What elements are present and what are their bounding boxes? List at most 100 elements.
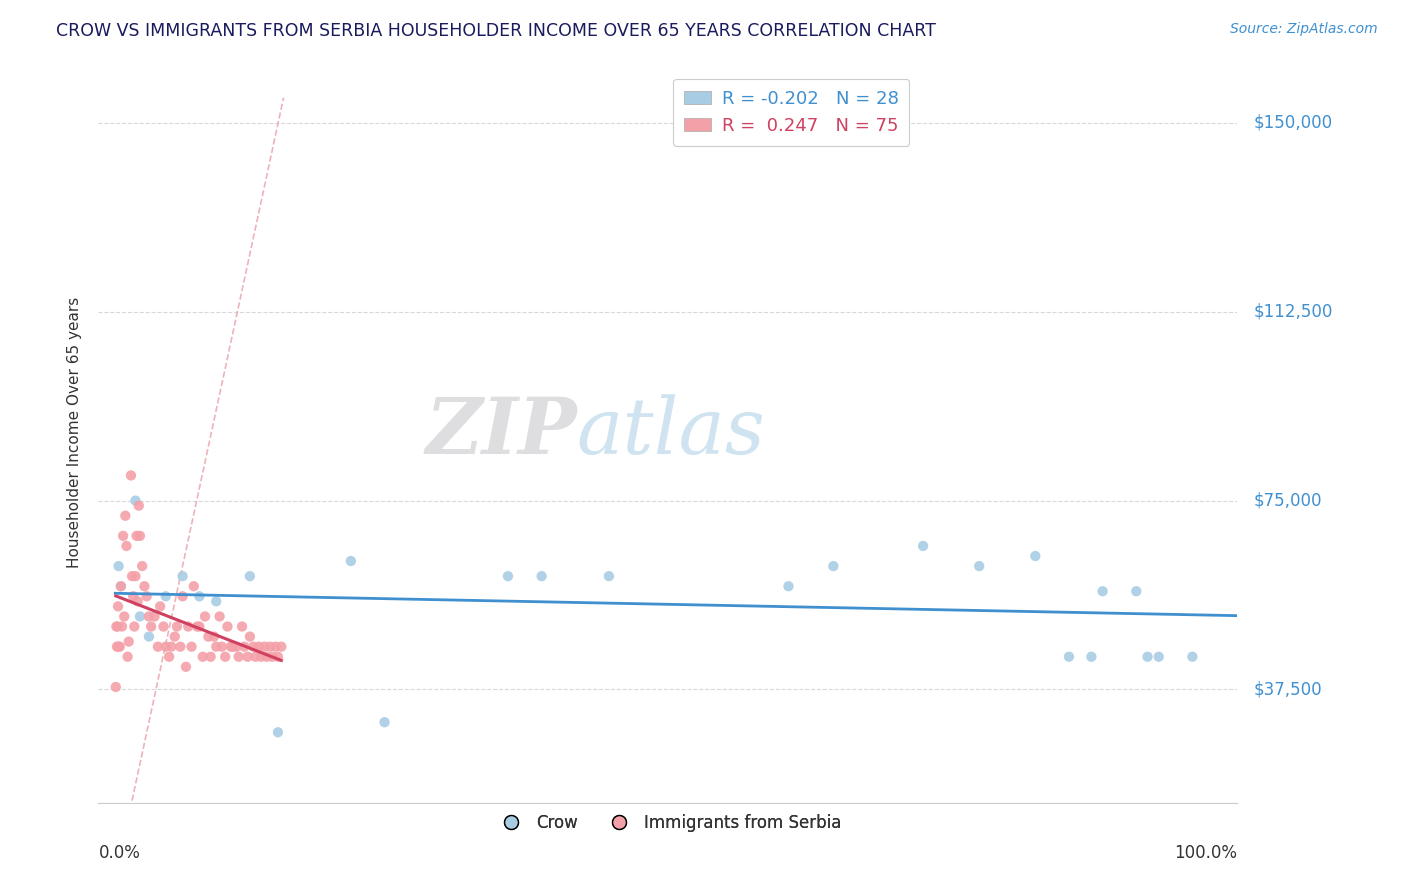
Point bbox=[129, 609, 152, 624]
Point bbox=[105, 619, 128, 633]
Point bbox=[262, 649, 284, 664]
Point bbox=[138, 630, 160, 644]
Point bbox=[202, 630, 225, 644]
Point bbox=[1136, 649, 1159, 664]
Point bbox=[1024, 549, 1046, 563]
Point bbox=[823, 559, 845, 574]
Point bbox=[134, 579, 156, 593]
Point bbox=[112, 529, 135, 543]
Point bbox=[217, 619, 239, 633]
Text: $112,500: $112,500 bbox=[1254, 302, 1333, 321]
Point bbox=[166, 619, 188, 633]
Point bbox=[124, 569, 146, 583]
Point bbox=[143, 609, 166, 624]
Point bbox=[253, 640, 276, 654]
Point bbox=[247, 640, 270, 654]
Point bbox=[112, 609, 135, 624]
Point bbox=[191, 649, 214, 664]
Point bbox=[152, 619, 174, 633]
Point bbox=[135, 590, 157, 604]
Point bbox=[121, 569, 143, 583]
Point bbox=[236, 649, 259, 664]
Point bbox=[115, 539, 138, 553]
Point bbox=[117, 649, 139, 664]
Text: 0.0%: 0.0% bbox=[98, 844, 141, 862]
Point bbox=[219, 640, 242, 654]
Point bbox=[496, 569, 519, 583]
Point bbox=[1057, 649, 1080, 664]
Point bbox=[598, 569, 620, 583]
Point bbox=[208, 609, 231, 624]
Point bbox=[155, 640, 177, 654]
Point bbox=[125, 529, 148, 543]
Point bbox=[105, 640, 128, 654]
Point bbox=[141, 619, 163, 633]
Point bbox=[211, 640, 233, 654]
Point bbox=[172, 569, 194, 583]
Point bbox=[155, 590, 177, 604]
Point bbox=[222, 640, 245, 654]
Point bbox=[118, 634, 141, 648]
Text: 100.0%: 100.0% bbox=[1174, 844, 1237, 862]
Point bbox=[912, 539, 935, 553]
Point bbox=[264, 640, 287, 654]
Point bbox=[146, 640, 169, 654]
Point bbox=[183, 579, 205, 593]
Point bbox=[259, 640, 281, 654]
Point bbox=[1091, 584, 1114, 599]
Text: $75,000: $75,000 bbox=[1254, 491, 1323, 509]
Point bbox=[188, 619, 211, 633]
Point bbox=[129, 529, 152, 543]
Point bbox=[174, 660, 197, 674]
Point bbox=[239, 630, 262, 644]
Point bbox=[197, 630, 219, 644]
Point bbox=[228, 649, 250, 664]
Point bbox=[270, 640, 292, 654]
Point bbox=[267, 725, 290, 739]
Point bbox=[250, 649, 273, 664]
Point bbox=[124, 493, 146, 508]
Point bbox=[1181, 649, 1204, 664]
Point bbox=[124, 619, 146, 633]
Point bbox=[231, 619, 253, 633]
Point bbox=[245, 649, 267, 664]
Point bbox=[194, 609, 217, 624]
Y-axis label: Householder Income Over 65 years: Householder Income Over 65 years bbox=[67, 297, 83, 568]
Point bbox=[110, 579, 132, 593]
Point bbox=[160, 640, 183, 654]
Point bbox=[239, 569, 262, 583]
Point bbox=[169, 640, 191, 654]
Point bbox=[530, 569, 553, 583]
Point bbox=[180, 640, 202, 654]
Text: $37,500: $37,500 bbox=[1254, 681, 1323, 698]
Point bbox=[149, 599, 172, 614]
Text: ZIP: ZIP bbox=[425, 394, 576, 471]
Point bbox=[778, 579, 800, 593]
Legend: Crow, Immigrants from Serbia: Crow, Immigrants from Serbia bbox=[488, 807, 848, 838]
Point bbox=[107, 559, 129, 574]
Point bbox=[120, 468, 142, 483]
Point bbox=[186, 619, 208, 633]
Point bbox=[242, 640, 264, 654]
Point bbox=[1080, 649, 1102, 664]
Point bbox=[157, 649, 180, 664]
Point bbox=[188, 590, 211, 604]
Point bbox=[131, 559, 153, 574]
Text: $150,000: $150,000 bbox=[1254, 114, 1333, 132]
Point bbox=[138, 609, 160, 624]
Point bbox=[967, 559, 990, 574]
Point bbox=[122, 590, 145, 604]
Point bbox=[128, 499, 150, 513]
Point bbox=[111, 619, 134, 633]
Point bbox=[214, 649, 236, 664]
Point bbox=[114, 508, 136, 523]
Point bbox=[205, 640, 228, 654]
Point bbox=[205, 594, 228, 608]
Point bbox=[373, 715, 395, 730]
Point bbox=[340, 554, 363, 568]
Point bbox=[256, 649, 278, 664]
Point bbox=[1125, 584, 1147, 599]
Text: Source: ZipAtlas.com: Source: ZipAtlas.com bbox=[1230, 22, 1378, 37]
Point bbox=[127, 594, 149, 608]
Point bbox=[107, 640, 129, 654]
